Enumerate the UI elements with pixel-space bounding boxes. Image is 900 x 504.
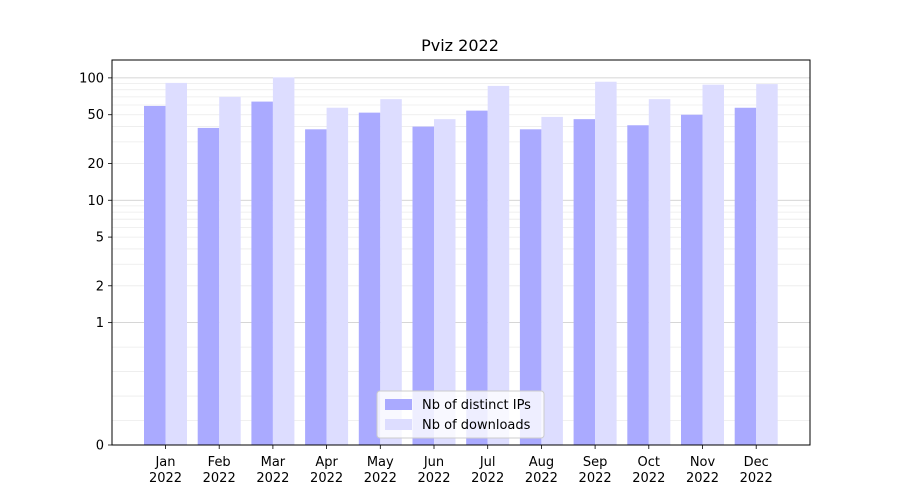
legend-label: Nb of distinct IPs (422, 398, 531, 413)
x-tick-label: Dec (744, 455, 769, 470)
bar-distinct-ips (197, 127, 220, 446)
legend-label: Nb of downloads (422, 418, 531, 433)
legend-box (376, 390, 545, 439)
bar-downloads (648, 99, 671, 445)
x-tick-label: May (367, 455, 394, 470)
bar-downloads (434, 119, 456, 445)
bar-distinct-ips (681, 114, 703, 445)
bar-distinct-ips (144, 105, 166, 445)
bar-downloads (272, 77, 295, 445)
y-tick-label: 0 (96, 439, 104, 454)
bar-distinct-ips (251, 101, 273, 445)
x-tick-label: 2022 (203, 471, 236, 486)
x-tick-label: Apr (315, 455, 338, 470)
x-tick-label: 2022 (149, 471, 182, 486)
plot-frame (111, 59, 811, 446)
bar-downloads (326, 107, 349, 445)
bar-downloads (219, 96, 241, 446)
chart-title: Pviz 2022 (421, 36, 499, 55)
x-tick-label: 2022 (364, 471, 397, 486)
bar-distinct-ips (573, 119, 596, 445)
y-tick-label: 5 (96, 231, 104, 246)
x-tick-label: 2022 (579, 471, 612, 486)
y-tick-label: 20 (87, 157, 104, 172)
bar-distinct-ips (627, 125, 649, 446)
bar-downloads (165, 82, 187, 445)
bar-distinct-ips (305, 129, 327, 446)
x-tick-label: Sep (583, 455, 608, 470)
x-tick-label: Oct (638, 455, 660, 470)
x-tick-label: 2022 (310, 471, 343, 486)
y-tick-label: 1 (96, 316, 104, 331)
y-tick-label: 50 (87, 108, 104, 123)
x-tick-label: Mar (261, 455, 286, 470)
y-tick-label: 2 (96, 279, 104, 294)
legend-swatch (385, 419, 412, 430)
bar-downloads (756, 84, 778, 446)
x-tick-label: Jul (479, 455, 496, 470)
bar-distinct-ips (519, 129, 542, 446)
bar-downloads (380, 99, 402, 445)
bar-distinct-ips (734, 107, 757, 445)
bar-downloads (702, 84, 724, 445)
bar-downloads (487, 85, 510, 445)
x-tick-label: 2022 (417, 471, 450, 486)
x-tick-label: 2022 (632, 471, 665, 486)
x-tick-label: Jun (423, 455, 444, 470)
x-tick-label: 2022 (256, 471, 289, 486)
bar-distinct-ips (412, 126, 434, 445)
legend: Nb of distinct IPs Nb of downloads (376, 390, 545, 439)
x-tick-label: 2022 (686, 471, 719, 486)
y-tick-label: 10 (87, 194, 104, 209)
y-tick-label: 100 (79, 71, 104, 86)
x-tick-label: 2022 (740, 471, 773, 486)
x-tick-label: Nov (690, 455, 716, 470)
axes: Jan2022Feb2022Mar2022Apr2022May2022Jun20… (79, 59, 811, 486)
x-tick-label: Jan (154, 455, 175, 470)
x-tick-label: 2022 (471, 471, 504, 486)
x-tick-label: Feb (208, 455, 231, 470)
x-tick-label: Aug (529, 455, 554, 470)
bar-distinct-ips (466, 110, 488, 445)
x-tick-label: 2022 (525, 471, 558, 486)
bar-distinct-ips (358, 112, 381, 445)
legend-swatch (385, 399, 412, 410)
bar-downloads (541, 116, 563, 445)
bar-downloads (595, 81, 617, 446)
bars (144, 77, 778, 446)
